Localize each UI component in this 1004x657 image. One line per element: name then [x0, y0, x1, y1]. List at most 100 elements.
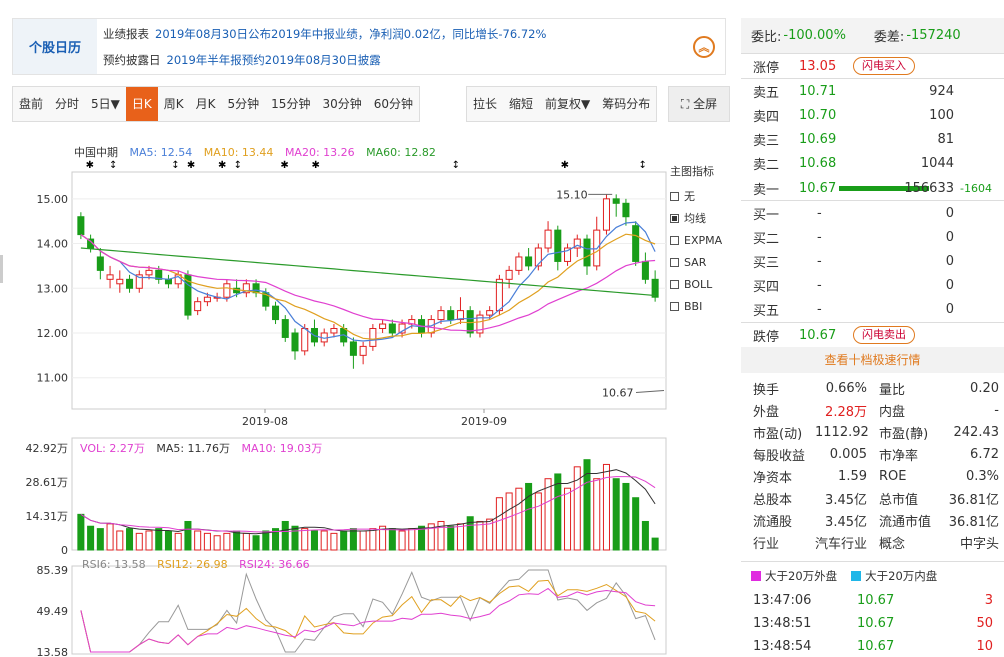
- limit-up-label: 涨停: [753, 60, 780, 76]
- double-chevron-up-icon[interactable]: ︽: [693, 36, 715, 58]
- price-tick-label: 15.00: [37, 193, 69, 206]
- period-tab-2[interactable]: 5日▼: [91, 97, 120, 111]
- stat-cell: 6.72: [970, 446, 999, 462]
- flash-buy-button[interactable]: 闪电买入: [853, 57, 915, 76]
- indicator-option-1[interactable]: 均线: [670, 207, 732, 229]
- period-tab-8[interactable]: 30分钟: [322, 97, 362, 111]
- vol-value: VOL: 2.27万: [80, 442, 145, 455]
- trade-volume: 3: [984, 593, 993, 609]
- ask-price: 10.69: [799, 132, 837, 148]
- period-tab-3[interactable]: 日K: [125, 87, 158, 121]
- checkbox-icon[interactable]: [670, 301, 679, 311]
- candle-body: [223, 283, 231, 298]
- candle-body: [164, 278, 172, 285]
- flash-sell-button[interactable]: 闪电卖出: [853, 326, 915, 345]
- bid-volume: 0: [945, 278, 954, 294]
- volume-bar: [135, 532, 143, 551]
- event-marker-icon: ↕: [452, 160, 460, 171]
- indicator-option-4[interactable]: BOLL: [670, 273, 732, 295]
- weibi-value: -100.00%: [783, 28, 846, 43]
- period-tab-7[interactable]: 15分钟: [271, 97, 311, 111]
- fullscreen-icon: ⛶: [680, 97, 690, 111]
- rsi-tick-label: 49.49: [37, 605, 69, 618]
- bid-label: 买一: [753, 207, 780, 223]
- volume-bar: [476, 520, 484, 551]
- earnings-report-label: 业绩报表: [103, 27, 149, 41]
- vol-ma10-line: [80, 476, 656, 533]
- last-price-label: 10.67: [602, 386, 634, 399]
- trade-price: 10.67: [857, 593, 895, 609]
- last-price-arrow: [635, 389, 665, 393]
- volume-bar: [213, 535, 221, 551]
- ma20-line: [80, 234, 656, 332]
- volume-bar: [388, 528, 396, 551]
- fullscreen-button[interactable]: ⛶ 全屏: [668, 86, 730, 122]
- ask-price: 10.71: [799, 83, 837, 99]
- candle-body: [554, 229, 562, 262]
- candle-body: [437, 310, 445, 321]
- checkbox-icon[interactable]: [670, 191, 679, 201]
- period-tab-6[interactable]: 5分钟: [227, 97, 260, 111]
- price-tick-label: 14.00: [37, 238, 69, 251]
- volume-bar: [87, 525, 95, 551]
- ten-level-quote-link[interactable]: 查看十档极速行情: [741, 347, 1004, 374]
- limit-up-price: 13.05: [799, 58, 837, 74]
- ask-row: 卖五 10.71 924: [741, 79, 1004, 103]
- period-tab-4[interactable]: 周K: [163, 97, 184, 111]
- checkbox-icon[interactable]: [670, 257, 679, 267]
- volume-bar: [447, 525, 455, 551]
- indicator-option-0[interactable]: 无: [670, 185, 732, 207]
- side-scroll-handle[interactable]: [0, 255, 3, 283]
- indicator-option-5[interactable]: BBI: [670, 295, 732, 317]
- price-tick-label: 11.00: [37, 372, 69, 385]
- trade-row: 13:48:54 10.67 10: [741, 635, 1004, 657]
- earnings-report-link[interactable]: 2019年08月30日公布2019年中报业绩，净利润0.02亿，同比增长-76.…: [155, 27, 547, 41]
- candle-body: [291, 332, 299, 352]
- volume-bar: [340, 530, 348, 551]
- volume-bar: [427, 523, 435, 551]
- disclosure-date-link[interactable]: 2019年半年报预约2019年08月30日披露: [166, 53, 381, 67]
- candle-body: [505, 269, 513, 280]
- chart-tool-1[interactable]: 缩短: [509, 97, 534, 111]
- volume-bar: [252, 535, 260, 551]
- period-tab-1[interactable]: 分时: [55, 97, 80, 111]
- indicator-option-3[interactable]: SAR: [670, 251, 732, 273]
- period-tab-9[interactable]: 60分钟: [373, 97, 414, 111]
- event-marker-icon: ✱: [187, 160, 195, 171]
- stat-cell: 36.81亿: [948, 492, 999, 508]
- outer-legend-swatch: [751, 570, 761, 581]
- checkbox-icon[interactable]: [670, 213, 679, 223]
- rsi-tick-label: 85.39: [37, 564, 69, 577]
- high-price-label: 15.10: [556, 188, 588, 201]
- indicator-option-2[interactable]: EXPMA: [670, 229, 732, 251]
- ask-row: 卖三 10.69 81: [741, 128, 1004, 152]
- checkbox-icon[interactable]: [670, 279, 679, 289]
- bid-label: 买五: [753, 304, 780, 320]
- event-marker-icon: ↕: [109, 160, 117, 171]
- volume-bar: [291, 525, 299, 551]
- volume-bar: [612, 478, 620, 551]
- stat-cell: 0.66%: [825, 380, 867, 396]
- ma10-value: MA10: 13.44: [203, 146, 274, 159]
- ask-row: 卖一 10.67 -1604 156633: [741, 176, 1004, 200]
- chart-tool-0[interactable]: 拉长: [473, 97, 498, 111]
- chart-tool-3[interactable]: 筹码分布: [602, 97, 651, 111]
- period-tab-0[interactable]: 盘前: [19, 97, 44, 111]
- stock-calendar-tag[interactable]: 个股日历: [13, 19, 97, 74]
- bid-label: 买三: [753, 256, 780, 272]
- stat-cell: 每股收益: [753, 448, 806, 464]
- candle-body: [486, 310, 494, 316]
- volume-bar: [77, 513, 85, 551]
- weibi-label: 委比:: [751, 30, 782, 45]
- ask-label: 卖五: [753, 85, 780, 101]
- trade-price: 10.67: [857, 639, 895, 655]
- period-tab-5[interactable]: 月K: [195, 97, 216, 111]
- rsi24-line: [80, 587, 656, 653]
- checkbox-icon[interactable]: [670, 235, 679, 245]
- volume-bar: [583, 459, 591, 551]
- kline-chart[interactable]: 15.00 14.00 13.00 12.00 11.00 15.10 10.67 ✱ ↕ ↕ ✱ ✱…: [0, 130, 740, 657]
- vol-tick-label: 28.61万: [26, 476, 69, 489]
- candle-body: [301, 328, 309, 352]
- ask-volume: 1044: [920, 156, 954, 172]
- chart-tool-2[interactable]: 前复权▼: [545, 97, 591, 111]
